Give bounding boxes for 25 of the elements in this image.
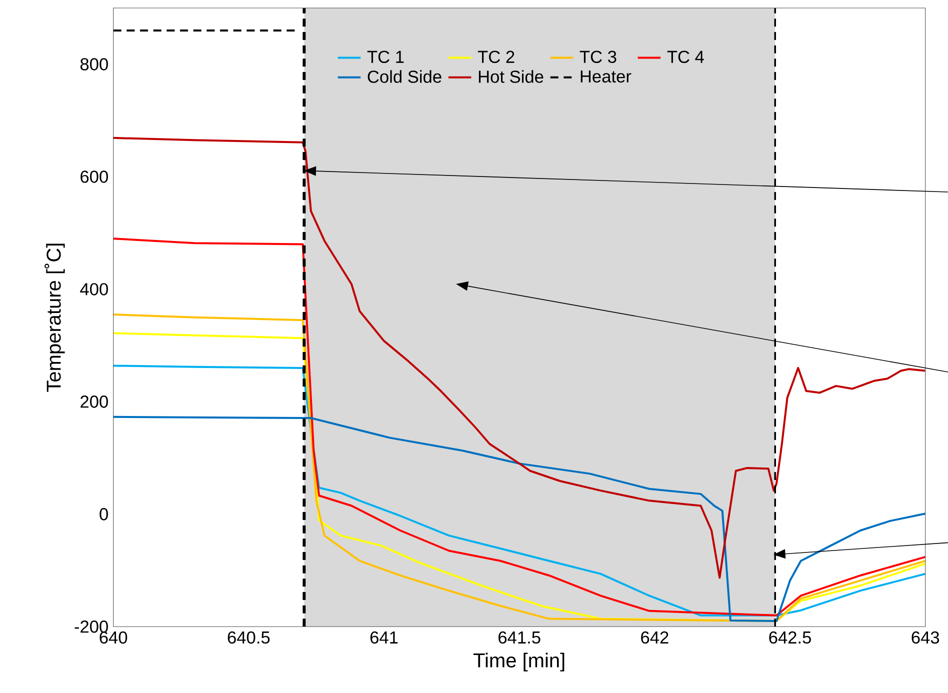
y-tick-label: 200 (80, 395, 108, 408)
y-axis-title: Temperature [˚C] (44, 244, 65, 392)
y-tick-label: -200 (74, 620, 108, 633)
x-tick-label: 643 (912, 631, 940, 644)
x-tick-label: 641 (370, 631, 398, 644)
legend-label: TC 3 (580, 50, 616, 63)
x-tick-label: 640 (100, 631, 128, 644)
y-tick-label: 600 (80, 170, 108, 183)
y-tick-label: 800 (80, 58, 108, 70)
line-series (112, 136, 926, 579)
line-series (112, 416, 926, 622)
x-tick-label: 642.5 (769, 631, 811, 644)
x-tick-label: 641.5 (498, 631, 540, 644)
x-tick-label: 640.5 (228, 631, 270, 644)
legend-label: Hot Side (478, 70, 544, 83)
x-axis-title: Time [min] (473, 652, 564, 672)
x-tick-label: 642 (641, 631, 668, 644)
legend-label: Heater (580, 70, 632, 82)
line-series (112, 237, 926, 616)
legend-label: TC 4 (667, 50, 704, 63)
legend-label: TC 2 (478, 50, 514, 63)
y-tick-label: 0 (100, 508, 108, 520)
legend-label: TC 1 (367, 50, 404, 63)
legend-label: Cold Side (368, 70, 442, 83)
y-tick-label: 400 (80, 282, 108, 296)
